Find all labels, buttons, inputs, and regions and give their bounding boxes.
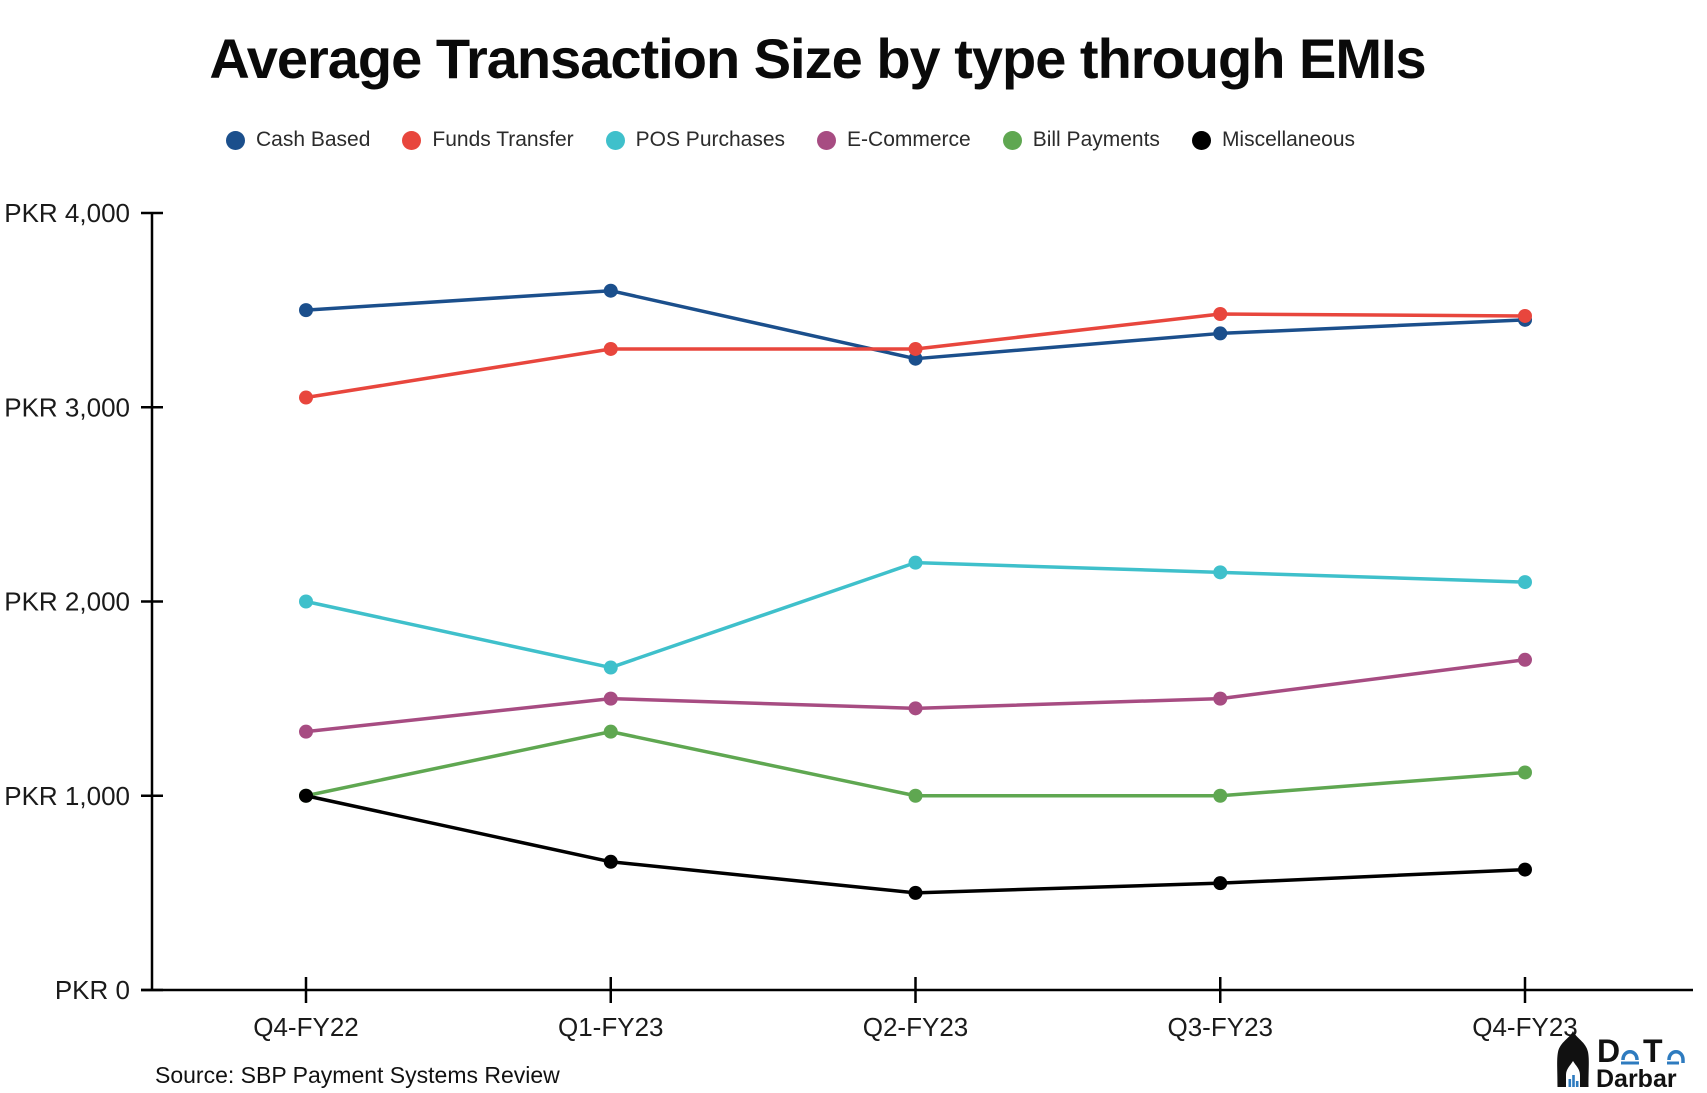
y-tick-label-3000: PKR 3,000 bbox=[4, 392, 130, 422]
data-point-e-commerce-q2-fy23 bbox=[908, 701, 923, 716]
logo-a-curve-2 bbox=[1667, 1050, 1685, 1063]
data-point-miscellaneous-q4-fy22 bbox=[299, 788, 313, 803]
logo-bars-icon bbox=[1568, 1075, 1579, 1087]
legend-item-pos-purchases: POS Purchases bbox=[605, 128, 786, 152]
data-point-cash-based-q4-fy22 bbox=[299, 303, 313, 318]
legend-dot-miscellaneous bbox=[1191, 130, 1211, 150]
data-point-e-commerce-q3-fy23 bbox=[1213, 691, 1228, 706]
legend-item-funds-transfer: Funds Transfer bbox=[402, 128, 574, 152]
legend-dot-funds-transfer bbox=[402, 130, 422, 150]
data-point-funds-transfer-q4-fy23 bbox=[1518, 308, 1532, 323]
y-tick-label-4000: PKR 4,000 bbox=[4, 198, 130, 228]
legend-label-bill-payments: Bill Payments bbox=[1032, 128, 1160, 151]
data-point-miscellaneous-q2-fy23 bbox=[908, 885, 923, 900]
data-point-funds-transfer-q1-fy23 bbox=[603, 341, 618, 356]
logo-wordmark-bottom: Darbar bbox=[1596, 1065, 1677, 1091]
data-darbar-logo: D T Darbar bbox=[1557, 1031, 1685, 1091]
legend-label-e-commerce: E-Commerce bbox=[847, 128, 971, 151]
legend-dot-cash-based bbox=[225, 130, 245, 150]
data-point-bill-payments-q1-fy23 bbox=[603, 724, 618, 739]
legend-dot-bill-payments bbox=[1002, 130, 1022, 150]
y-tick-label-2000: PKR 2,000 bbox=[4, 587, 130, 617]
data-point-pos-purchases-q1-fy23 bbox=[603, 660, 618, 675]
data-point-cash-based-q3-fy23 bbox=[1213, 326, 1228, 341]
data-point-cash-based-q1-fy23 bbox=[603, 283, 618, 298]
mosque-arch-icon bbox=[1557, 1031, 1589, 1087]
data-point-e-commerce-q4-fy23 bbox=[1518, 652, 1532, 667]
legend-item-miscellaneous: Miscellaneous bbox=[1191, 128, 1356, 152]
logo-letter-t: T bbox=[1643, 1033, 1663, 1069]
logo-letter-d: D bbox=[1597, 1033, 1620, 1069]
data-point-pos-purchases-q4-fy22 bbox=[299, 594, 313, 609]
x-tick-label-q3-fy23: Q3-FY23 bbox=[1168, 1012, 1274, 1042]
series-line-bill-payments bbox=[304, 729, 1527, 798]
data-point-funds-transfer-q2-fy23 bbox=[908, 341, 923, 356]
source-note: Source: SBP Payment Systems Review bbox=[155, 1062, 560, 1088]
data-point-bill-payments-q3-fy23 bbox=[1213, 788, 1228, 803]
data-point-e-commerce-q1-fy23 bbox=[603, 691, 618, 706]
data-point-pos-purchases-q2-fy23 bbox=[908, 555, 923, 570]
data-point-miscellaneous-q1-fy23 bbox=[603, 854, 618, 869]
legend-item-e-commerce: E-Commerce bbox=[817, 128, 971, 152]
x-tick-label-q2-fy23: Q2-FY23 bbox=[863, 1012, 969, 1042]
legend-label-funds-transfer: Funds Transfer bbox=[432, 128, 574, 151]
data-point-bill-payments-q2-fy23 bbox=[908, 788, 923, 803]
legend-label-miscellaneous: Miscellaneous bbox=[1221, 128, 1356, 151]
chart-title: Average Transaction Size by type through… bbox=[209, 27, 1426, 90]
data-point-e-commerce-q4-fy22 bbox=[299, 724, 313, 739]
data-point-bill-payments-q4-fy23 bbox=[1518, 765, 1532, 780]
x-tick-label-q4-fy23: Q4-FY23 bbox=[1472, 1012, 1578, 1042]
legend-label-pos-purchases: POS Purchases bbox=[635, 128, 786, 151]
series-line-pos-purchases bbox=[304, 560, 1527, 670]
y-tick-label-1000: PKR 1,000 bbox=[4, 781, 130, 811]
x-tick-label-q4-fy22: Q4-FY22 bbox=[253, 1012, 359, 1042]
data-point-miscellaneous-q4-fy23 bbox=[1518, 862, 1532, 877]
data-point-miscellaneous-q3-fy23 bbox=[1213, 876, 1228, 891]
data-point-pos-purchases-q3-fy23 bbox=[1213, 565, 1228, 580]
legend-dot-pos-purchases bbox=[605, 130, 625, 150]
data-point-funds-transfer-q3-fy23 bbox=[1213, 307, 1228, 322]
logo-wordmark-top: D T bbox=[1597, 1033, 1685, 1069]
legend-label-cash-based: Cash Based bbox=[255, 128, 371, 151]
y-tick-label-0: PKR 0 bbox=[55, 975, 130, 1005]
series-line-miscellaneous bbox=[304, 794, 1527, 895]
data-point-funds-transfer-q4-fy22 bbox=[299, 390, 313, 405]
legend-item-bill-payments: Bill Payments bbox=[1002, 128, 1160, 152]
legend: Cash Based Funds Transfer POS Purchases E-C… bbox=[0, 128, 1707, 152]
series-line-e-commerce bbox=[304, 658, 1527, 734]
x-tick-label-q1-fy23: Q1-FY23 bbox=[558, 1012, 664, 1042]
logo-a-curve-1 bbox=[1621, 1050, 1639, 1061]
legend-dot-e-commerce bbox=[817, 130, 837, 150]
data-point-pos-purchases-q4-fy23 bbox=[1518, 575, 1532, 590]
data-point-cash-based-q2-fy23 bbox=[908, 351, 923, 366]
legend-item-cash-based: Cash Based bbox=[225, 128, 371, 152]
